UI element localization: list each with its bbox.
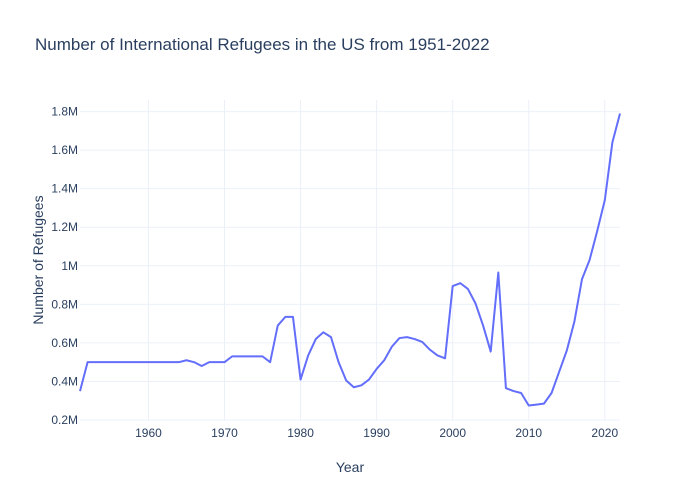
grid [80, 100, 620, 421]
x-tick-label: 2010 [515, 426, 542, 440]
x-tick-label: 1970 [211, 426, 238, 440]
y-tick-label: 1.4M [51, 182, 78, 196]
plot-area [79, 113, 621, 407]
y-tick-label: 0.2M [51, 413, 78, 427]
y-axis-title: Number of Refugees [30, 195, 46, 324]
y-tick-label: 1M [61, 259, 78, 273]
y-tick-label: 0.6M [51, 336, 78, 350]
y-tick-label: 1.8M [51, 105, 78, 119]
axis-ticks: 1960 1970 1980 1990 2000 2010 2020 0.2M 0.4M 0.6M… [51, 105, 618, 440]
x-tick-label: 1960 [135, 426, 162, 440]
x-tick-label: 1980 [287, 426, 314, 440]
series-line [79, 113, 621, 407]
chart-title: Number of International Refugees in the … [35, 35, 490, 54]
x-tick-label: 2000 [439, 426, 466, 440]
x-axis-title: Year [336, 459, 365, 475]
y-tick-label: 0.4M [51, 374, 78, 388]
x-tick-label: 2020 [591, 426, 618, 440]
x-tick-label: 1990 [363, 426, 390, 440]
y-tick-label: 1.2M [51, 220, 78, 234]
y-tick-label: 1.6M [51, 143, 78, 157]
y-tick-label: 0.8M [51, 297, 78, 311]
